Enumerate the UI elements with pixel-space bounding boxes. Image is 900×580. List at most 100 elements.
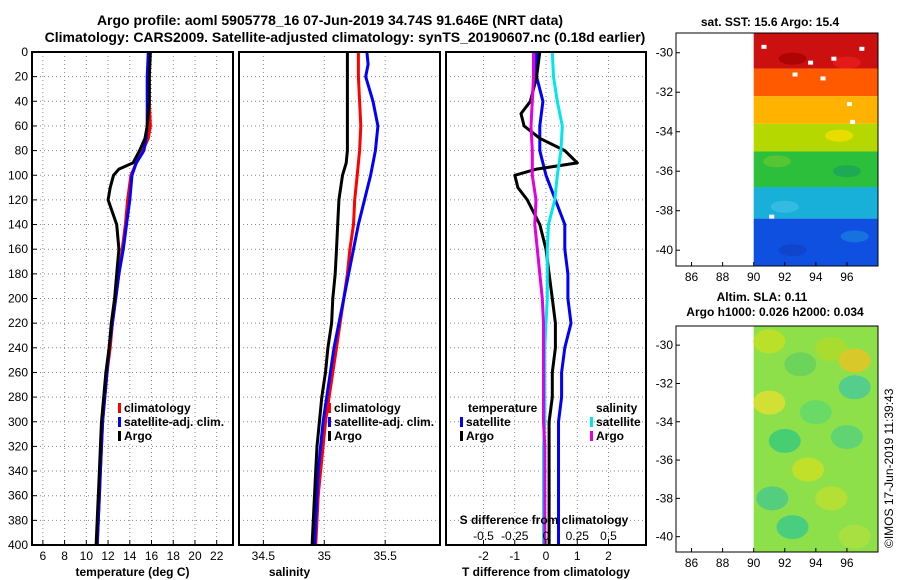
series-argo (310, 52, 349, 546)
salinity-panel: 34.5 35 35.5 salinity climatologysatellite-a… (238, 51, 441, 579)
sst-texture (778, 52, 807, 65)
map-y-tick-label: -30 (656, 338, 674, 352)
x-tick-label: 14 (123, 549, 137, 563)
map-y-tick-label: -32 (656, 376, 674, 390)
s-tick-label: 0.5 (600, 529, 617, 543)
y-tick-label: 0 (21, 45, 28, 59)
x-tick-label: 8 (61, 549, 68, 563)
y-tick-label: 120 (8, 193, 28, 207)
legend-swatch (460, 417, 463, 427)
series-t-argo (513, 51, 579, 545)
legend-swatch (328, 403, 331, 413)
series-t-satellite (535, 52, 573, 545)
legend-swatch (118, 417, 121, 427)
s-tick-label: -0.5 (473, 529, 494, 543)
map-x-tick-label: 94 (809, 270, 823, 284)
x-tick-label: 1 (574, 549, 581, 563)
sst-texture (770, 200, 799, 213)
imos-credit: ©IMOS 17-Jun-2019 11:39:43 (882, 388, 896, 548)
sst-cloud-mask (859, 46, 865, 51)
sst-texture (825, 129, 854, 142)
s-tick-label: 0.25 (566, 529, 590, 543)
x-tick-label: 18 (167, 549, 181, 563)
sst-texture (778, 244, 807, 257)
y-tick-label: 400 (8, 538, 28, 552)
plot-frame (238, 51, 441, 546)
x-tick-label: 22 (210, 549, 224, 563)
x-tick-label: 6 (40, 549, 47, 563)
x-tick-label: -1 (509, 549, 520, 563)
x-axis-label: salinity (269, 565, 311, 579)
legend-label: satellite (596, 415, 641, 429)
y-tick-label: 360 (8, 489, 28, 503)
difference-panel: -2 -1 0 1 2 S difference from climatology -0.5… (445, 51, 647, 579)
sla-map-title-line2: Argo h1000: 0.026 h2000: 0.034 (686, 305, 864, 319)
x-axis-label: temperature (deg C) (75, 565, 189, 579)
map-y-tick-label: -40 (656, 530, 674, 544)
map-y-tick-label: -30 (656, 46, 674, 60)
sla-texture (838, 375, 871, 400)
y-tick-label: 80 (15, 144, 29, 158)
sst-cloud-mask (792, 72, 798, 77)
y-tick-label: 300 (8, 415, 28, 429)
s-tick-label: 0 (543, 529, 550, 543)
map-x-tick-label: 86 (685, 556, 699, 570)
map-x-tick-label: 92 (778, 270, 792, 284)
sst-cloud-mask (850, 119, 856, 124)
sla-texture (776, 515, 809, 540)
sst-band (753, 123, 878, 152)
sst-cloud-mask (761, 44, 767, 49)
sst-band (753, 187, 878, 219)
sla-texture (838, 348, 871, 373)
map-y-tick-label: -34 (656, 125, 674, 139)
legend-label: satellite-adj. clim. (124, 415, 224, 429)
sst-texture (763, 155, 791, 168)
series-climatology (314, 52, 363, 546)
y-tick-label: 280 (8, 390, 28, 404)
sla-texture (753, 390, 786, 415)
map-frame (675, 325, 879, 553)
y-tick-label: 320 (8, 439, 28, 453)
map-y-tick-label: -36 (656, 453, 674, 467)
map-x-tick-label: 88 (716, 270, 730, 284)
y-tick-label: 220 (8, 316, 28, 330)
temperature-panel: 0 20 40 60 80 100 120 140 160 180 200 220 240 260 280 3… (8, 45, 234, 579)
legend-label: climatology (334, 401, 401, 415)
map-x-tick-label: 88 (716, 556, 730, 570)
legend-swatch (590, 431, 593, 441)
sla-texture (799, 400, 832, 425)
sst-cloud-mask (846, 102, 852, 107)
sla-texture (768, 428, 801, 453)
y-tick-label: 340 (8, 464, 28, 478)
salinity-axis-label: S difference from climatology (460, 513, 629, 527)
y-tick-label: 200 (8, 292, 28, 306)
map-x-tick-label: 94 (809, 556, 823, 570)
figure-title-line2: Climatology: CARS2009. Satellite-adjuste… (45, 29, 646, 45)
x-tick-label: -2 (478, 549, 489, 563)
y-tick-label: 40 (15, 94, 29, 108)
sla-texture (784, 352, 817, 377)
legend-label: Argo (334, 429, 362, 443)
sst-band (753, 218, 878, 266)
sla-map-title-line1: Altim. SLA: 0.11 (717, 290, 808, 304)
y-tick-label: 20 (15, 70, 29, 84)
y-tick-label: 140 (8, 218, 28, 232)
x-tick-label: 2 (605, 549, 612, 563)
map-x-tick-label: 96 (840, 556, 854, 570)
x-tick-label: 12 (101, 549, 115, 563)
legend-label: Argo (596, 429, 624, 443)
sst-texture (832, 56, 861, 69)
x-tick-label: 20 (188, 549, 202, 563)
sst-cloud-mask (820, 76, 826, 81)
sst-texture (832, 165, 861, 178)
plot-frame (31, 51, 234, 546)
sla-texture (830, 425, 863, 450)
sla-texture (756, 486, 789, 511)
map-y-tick-label: -38 (656, 204, 674, 218)
map-frame (675, 32, 879, 267)
sla-map-panel: -30 -32 -34 -36 -38 -40 86 88 90 92 94 96 Altim. SLA… (656, 290, 879, 570)
x-tick-label: 10 (80, 549, 94, 563)
y-tick-label: 180 (8, 267, 28, 281)
sla-texture (753, 329, 786, 354)
legend-label: Argo (124, 429, 152, 443)
